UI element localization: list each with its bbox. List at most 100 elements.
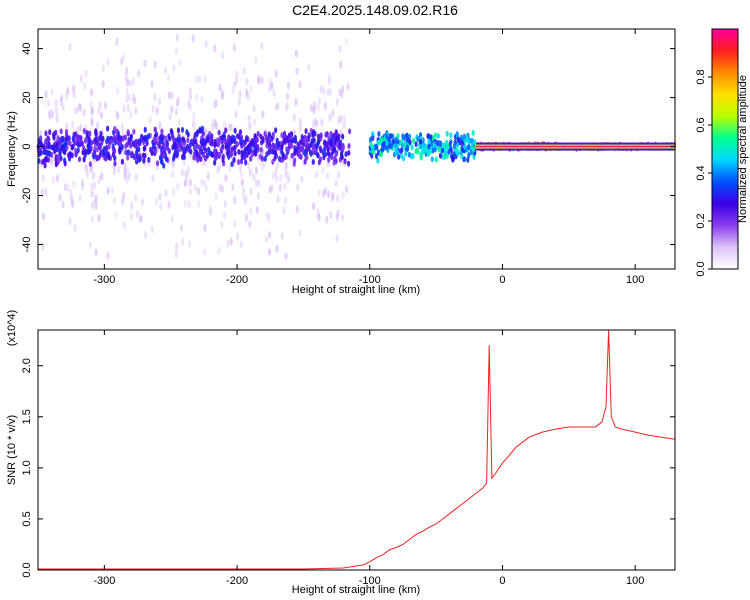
- colorbar-gradient: [711, 28, 739, 270]
- spectrogram-cell: [335, 213, 339, 222]
- spectrogram-cell: [94, 248, 98, 257]
- spectrogram-cell: [231, 87, 235, 96]
- spectrogram-cell: [153, 93, 157, 102]
- spectrogram-cell: [414, 141, 418, 148]
- spectrogram-cell: [158, 193, 162, 202]
- spectrogram-cell: [232, 135, 236, 142]
- spectrogram-cell: [176, 127, 181, 134]
- spectrogram-cell: [126, 149, 130, 156]
- spectrogram-cell: [307, 63, 311, 72]
- spectrogram-cell: [257, 75, 261, 84]
- snr-background: [38, 330, 675, 570]
- spectrogram-cell: [66, 183, 70, 192]
- spectrogram-cell: [313, 117, 317, 126]
- spectrogram-cell: [318, 145, 322, 152]
- spectrogram-cell: [414, 148, 418, 155]
- spectrogram-cell: [134, 106, 138, 115]
- spectrogram-cell: [178, 58, 182, 67]
- spectrogram-cell: [69, 188, 73, 197]
- spectrogram-cell: [329, 141, 333, 148]
- spectrogram-cell: [71, 120, 75, 129]
- spectrogram-cell: [133, 193, 138, 202]
- spectrogram-cell: [346, 160, 351, 167]
- spectrogram-cell: [131, 77, 136, 86]
- spectrogram-cell: [280, 144, 284, 151]
- spectrogram-cell: [314, 170, 319, 179]
- spectrogram-cell: [238, 89, 242, 98]
- spectrogram-cell: [382, 141, 386, 148]
- spectrogram-cell: [220, 184, 224, 193]
- spectrogram-cell: [407, 151, 411, 158]
- spectrogram-cell: [470, 137, 474, 144]
- spectrogram-cell: [295, 205, 299, 214]
- spectrogram-cell: [253, 118, 257, 127]
- spectrogram-cell: [120, 158, 124, 165]
- spectrogram-cell: [294, 97, 298, 106]
- colorbar: 0.0 0.2 0.4 0.6 0.8 Normalized spectral ampl…: [695, 28, 749, 277]
- spectrogram-cell: [132, 128, 136, 135]
- spectrogram-cell: [138, 156, 142, 163]
- spectrogram-cell: [155, 106, 159, 115]
- spectrogram-cell: [123, 168, 128, 177]
- spectrogram-cell: [125, 141, 129, 148]
- spectrogram-cell: [237, 148, 241, 155]
- spectrogram-cell: [56, 154, 60, 161]
- spectrogram-cell: [321, 166, 325, 175]
- spectrogram-cell: [90, 182, 94, 191]
- spectrogram-cell: [129, 79, 133, 88]
- spectrogram-cell: [172, 153, 176, 160]
- spectrogram-cell: [317, 96, 322, 105]
- spectrogram-cell: [129, 212, 134, 221]
- spectrogram-cell: [125, 87, 129, 96]
- spectrogram-cell: [177, 118, 182, 127]
- spectrogram-cell: [295, 67, 299, 76]
- spectrogram-cell: [112, 196, 116, 205]
- spectrogram-cell: [85, 132, 89, 139]
- spectrogram-cell: [176, 137, 181, 144]
- spectrogram-cell: [126, 104, 130, 113]
- spectrogram-cell: [112, 146, 116, 153]
- spectrogram-cell: [427, 138, 431, 145]
- spectrogram-cell: [145, 140, 149, 147]
- spectrogram-cell: [274, 127, 278, 134]
- spectrogram-cell: [242, 66, 246, 75]
- spectrogram-cell: [218, 83, 222, 92]
- spectrogram-cell: [116, 112, 120, 121]
- spectrogram-cell: [79, 135, 83, 142]
- spectrogram-cell: [194, 75, 198, 84]
- spectrogram-cell: [213, 44, 217, 53]
- spectrogram-cell: [471, 146, 476, 153]
- spectrogram-cell: [340, 154, 344, 161]
- spectrogram-cell: [282, 206, 286, 215]
- spectrogram-cell: [465, 133, 469, 140]
- spectrogram-cell: [309, 103, 313, 112]
- spectrogram-cell: [203, 223, 207, 232]
- spectrogram-cell: [347, 149, 351, 156]
- spectrogram-cell: [252, 104, 256, 113]
- spectrogram-cell: [237, 133, 241, 140]
- spectrogram-cell: [78, 193, 82, 202]
- spectrogram-cell: [175, 242, 179, 251]
- spectrogram-cell: [70, 194, 74, 203]
- spectrogram-cell: [158, 121, 162, 130]
- spectrogram-cell: [213, 141, 217, 148]
- spectrogram-cell: [123, 134, 127, 141]
- spectrogram-cell: [133, 139, 137, 146]
- spectrogram-cell: [171, 188, 176, 197]
- spectrogram-cell: [95, 121, 100, 130]
- spectrogram-cell: [95, 155, 99, 162]
- spectrogram-cell: [335, 98, 339, 107]
- spectrogram-cell: [159, 202, 163, 211]
- spectrogram-cell: [223, 211, 227, 220]
- spectrogram-cell: [298, 80, 302, 89]
- spectrogram-cell: [52, 134, 56, 141]
- spectrogram-cell: [54, 146, 58, 153]
- spectrogram-cell: [56, 135, 60, 142]
- spectrogram-cell: [91, 171, 96, 180]
- spectrogram-cell: [418, 138, 423, 145]
- spectrogram-cell: [467, 138, 471, 145]
- snr-y-multiplier: (x10^4): [6, 310, 18, 346]
- spectrogram-cell: [119, 135, 123, 142]
- spectrogram-cell: [183, 179, 187, 188]
- spectrogram-cell: [342, 120, 346, 129]
